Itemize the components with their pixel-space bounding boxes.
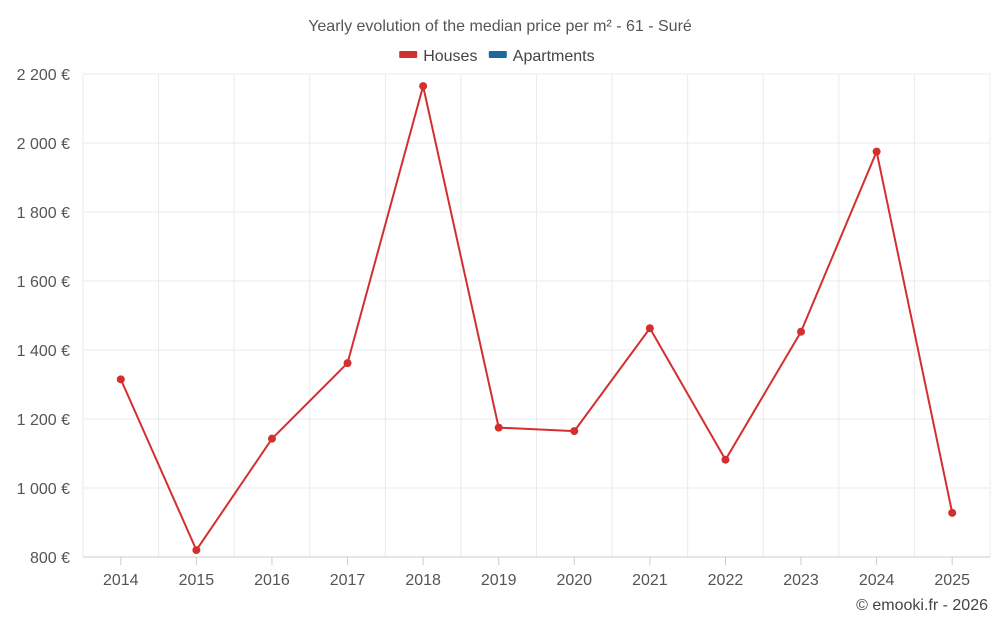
y-tick-label: 1 200 €	[17, 412, 70, 429]
x-tick-label: 2016	[254, 572, 290, 589]
data-point[interactable]	[797, 327, 806, 336]
data-point[interactable]	[267, 434, 276, 443]
credit-text: © emooki.fr - 2026	[856, 597, 988, 614]
x-tick-label: 2015	[179, 572, 215, 589]
data-point[interactable]	[872, 147, 881, 156]
legend: Houses Apartments	[399, 48, 595, 65]
data-point[interactable]	[419, 82, 428, 91]
x-tick-label: 2025	[934, 572, 970, 589]
series-line-houses	[119, 85, 954, 552]
grid-lines	[82, 73, 991, 557]
x-tick-label: 2022	[708, 572, 744, 589]
legend-label[interactable]: Apartments	[513, 48, 595, 65]
data-point[interactable]	[192, 546, 201, 555]
y-axis: 800 € 1 000 € 1 200 € 1 400 € 1 600 € 1 800 €…	[17, 67, 70, 567]
y-tick-label: 1 800 €	[17, 205, 70, 222]
y-tick-label: 1 000 €	[17, 481, 70, 498]
x-tick-label: 2023	[783, 572, 819, 589]
y-tick-label: 2 000 €	[17, 136, 70, 153]
y-tick-label: 1 400 €	[17, 343, 70, 360]
data-point[interactable]	[645, 324, 654, 333]
data-point[interactable]	[948, 508, 957, 517]
y-tick-label: 1 600 €	[17, 274, 70, 291]
x-tick-label: 2024	[859, 572, 895, 589]
x-tick-label: 2020	[556, 572, 592, 589]
series-group	[116, 82, 957, 555]
chart-title: Yearly evolution of the median price per…	[308, 18, 692, 35]
x-tick-label: 2021	[632, 572, 668, 589]
x-axis: 2014 2015 2016 2017 2018 2019 2020 2021 2022 2023…	[83, 556, 990, 589]
x-tick-label: 2017	[330, 572, 366, 589]
data-point[interactable]	[343, 359, 352, 368]
legend-label[interactable]: Houses	[423, 48, 477, 65]
y-tick-label: 2 200 €	[17, 67, 70, 84]
legend-swatch[interactable]	[399, 51, 418, 58]
x-tick-label: 2018	[405, 572, 441, 589]
data-point[interactable]	[721, 455, 730, 464]
data-point[interactable]	[570, 427, 579, 436]
data-point[interactable]	[494, 423, 503, 432]
y-tick-label: 800 €	[30, 550, 70, 567]
data-point[interactable]	[116, 375, 125, 384]
legend-swatch[interactable]	[488, 51, 507, 58]
x-tick-label: 2014	[103, 572, 139, 589]
x-tick-label: 2019	[481, 572, 517, 589]
